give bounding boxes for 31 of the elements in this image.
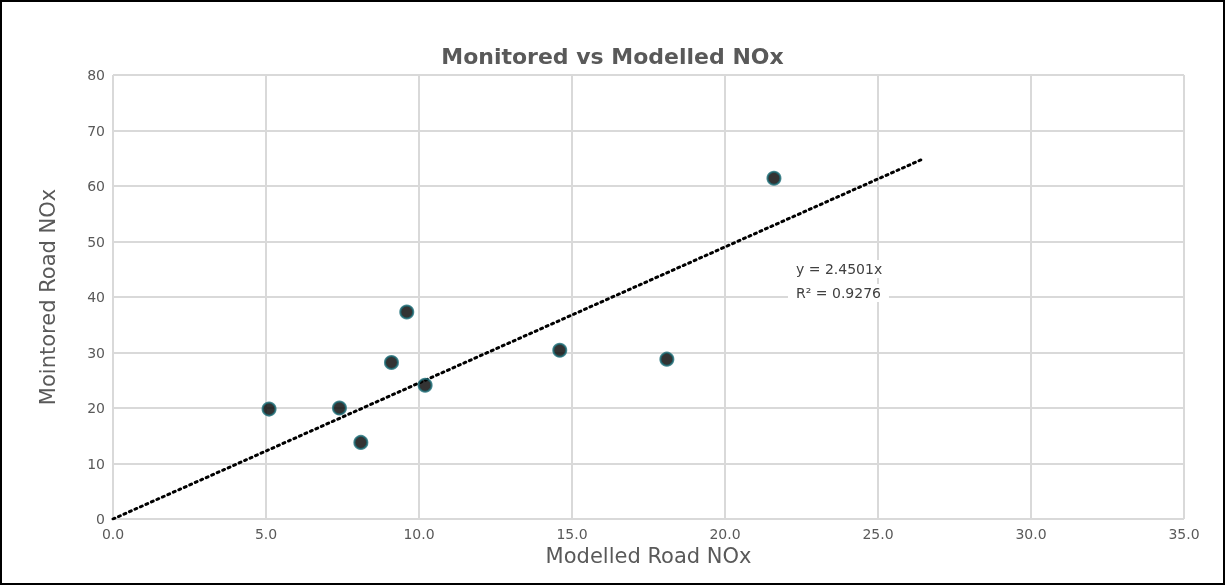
- y-tick-label: 10: [87, 455, 105, 472]
- point: [353, 434, 369, 450]
- point: [659, 351, 675, 367]
- annotation: y = 2.4501x: [796, 261, 883, 277]
- x-tick-label: 35.0: [1168, 526, 1200, 542]
- y-tick-label: 40: [87, 289, 105, 305]
- point: [261, 401, 277, 417]
- annotation: R² = 0.9276: [796, 285, 882, 301]
- x-tick-label: 10.0: [403, 526, 435, 542]
- point: [766, 170, 782, 186]
- x-axis-title: Modelled Road NOx: [545, 544, 752, 569]
- chart-title: Monitored vs Modelled NOx: [441, 43, 784, 69]
- y-tick-label: 0: [96, 511, 105, 527]
- y-tick-label: 50: [87, 233, 105, 250]
- point: [331, 400, 347, 416]
- y-tick-label: 70: [87, 122, 105, 139]
- point: [417, 377, 433, 393]
- x-tick-label: 15.0: [556, 526, 588, 542]
- x-tick-label: 20.0: [709, 526, 741, 542]
- y-tick-label: 60: [87, 178, 105, 194]
- y-tick-label: 80: [87, 67, 105, 83]
- x-tick-label: 25.0: [862, 526, 894, 542]
- x-tick-label: 0.0: [101, 526, 125, 542]
- point: [399, 304, 415, 320]
- y-tick-label: 20: [87, 400, 105, 416]
- x-tick-label: 30.0: [1015, 526, 1047, 542]
- point: [552, 342, 568, 358]
- x-tick-label: 5.0: [254, 526, 278, 542]
- point: [383, 354, 399, 370]
- y-axis-title: Mointored Road NOx: [35, 188, 60, 406]
- y-tick-label: 30: [87, 344, 105, 361]
